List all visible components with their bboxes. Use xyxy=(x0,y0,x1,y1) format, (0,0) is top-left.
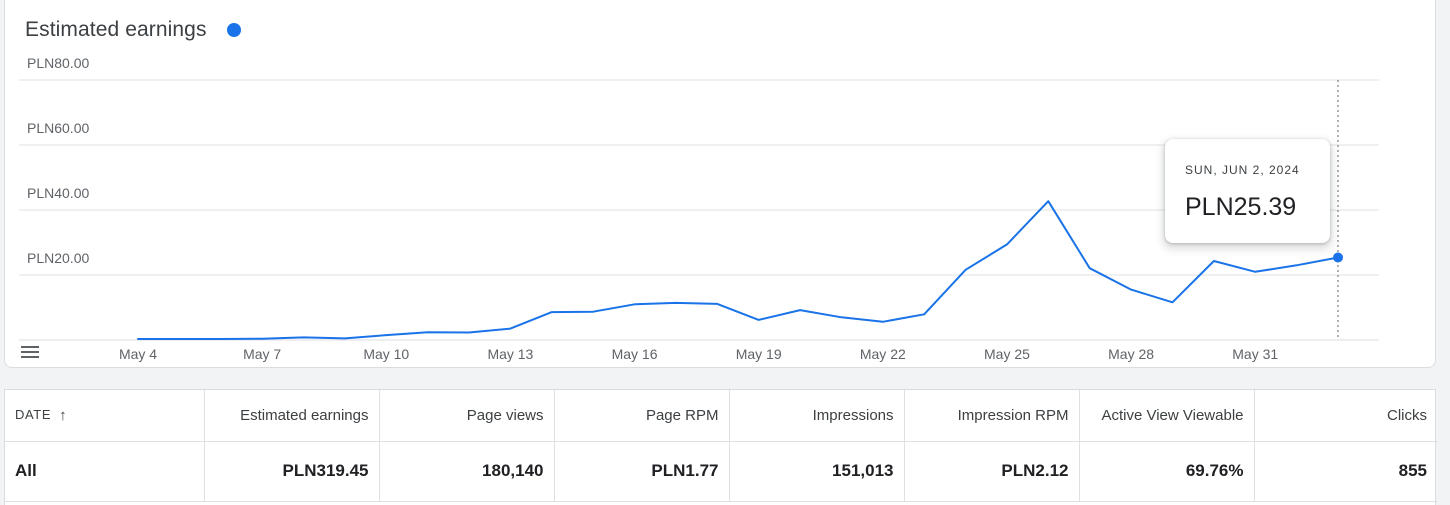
chart-header: Estimated earnings xyxy=(25,18,241,42)
earnings-chart-card: Estimated earnings PLN20.00 PLN40.00 PLN60… xyxy=(4,0,1436,368)
y-tick-label: PLN80.00 xyxy=(27,55,89,71)
x-tick-label: May 22 xyxy=(860,346,906,362)
table-header-row: DATE ↑ Estimated earnings Page views Page… xyxy=(5,390,1437,442)
y-tick-label: PLN40.00 xyxy=(27,185,89,201)
x-tick-label: May 13 xyxy=(487,346,533,362)
cell-date: All xyxy=(5,441,205,502)
x-tick-label: May 25 xyxy=(984,346,1030,362)
x-tick-label: May 28 xyxy=(1108,346,1154,362)
x-tick-label: May 10 xyxy=(363,346,409,362)
cell-estimated-earnings: PLN319.45 xyxy=(204,441,380,502)
tooltip-date: SUN, JUN 2, 2024 xyxy=(1185,163,1300,177)
cell-impression-rpm: PLN2.12 xyxy=(904,441,1080,502)
column-header-impressions[interactable]: Impressions xyxy=(729,390,905,442)
column-header-active-view-viewable[interactable]: Active View Viewable xyxy=(1079,390,1255,442)
arrow-up-icon[interactable]: ↑ xyxy=(59,406,68,424)
tooltip-value: PLN25.39 xyxy=(1185,193,1297,221)
earnings-line-chart[interactable]: PLN20.00 PLN40.00 PLN60.00 PLN80.00 May 4 May… xyxy=(5,0,1437,368)
chart-tooltip: SUN, JUN 2, 2024 PLN25.39 xyxy=(1165,139,1330,243)
y-tick-label: PLN20.00 xyxy=(27,250,89,266)
x-tick-label: May 16 xyxy=(612,346,658,362)
cell-page-views: 180,140 xyxy=(379,441,555,502)
y-tick-label: PLN60.00 xyxy=(27,120,89,136)
x-tick-label: May 31 xyxy=(1232,346,1278,362)
x-tick-label: May 4 xyxy=(119,346,157,362)
earnings-table: DATE ↑ Estimated earnings Page views Page… xyxy=(4,389,1437,505)
x-tick-label: May 7 xyxy=(243,346,281,362)
x-tick-label: May 19 xyxy=(736,346,782,362)
column-header-label: DATE xyxy=(15,406,52,422)
column-header-date[interactable]: DATE ↑ xyxy=(5,390,205,442)
hovered-data-point xyxy=(1333,252,1343,263)
column-header-estimated-earnings[interactable]: Estimated earnings xyxy=(204,390,380,442)
column-header-impression-rpm[interactable]: Impression RPM xyxy=(904,390,1080,442)
column-header-clicks[interactable]: Clicks xyxy=(1254,390,1437,442)
cell-active-view-viewable: 69.76% xyxy=(1079,441,1255,502)
column-header-page-views[interactable]: Page views xyxy=(379,390,555,442)
chart-title: Estimated earnings xyxy=(25,18,207,41)
column-header-page-rpm[interactable]: Page RPM xyxy=(554,390,730,442)
cell-impressions: 151,013 xyxy=(729,441,905,502)
cell-clicks: 855 xyxy=(1254,441,1437,502)
legend-dot-icon[interactable] xyxy=(226,23,241,37)
hamburger-menu-icon[interactable] xyxy=(21,346,39,360)
cell-page-rpm: PLN1.77 xyxy=(554,441,730,502)
table-row: All PLN319.45 180,140 PLN1.77 151,013 PL… xyxy=(5,441,1437,502)
earnings-series-line xyxy=(137,200,1339,340)
